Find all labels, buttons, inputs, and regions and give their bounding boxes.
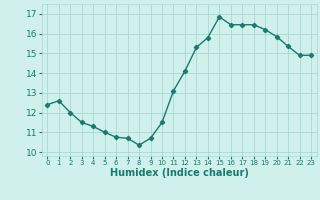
X-axis label: Humidex (Indice chaleur): Humidex (Indice chaleur) bbox=[110, 168, 249, 178]
